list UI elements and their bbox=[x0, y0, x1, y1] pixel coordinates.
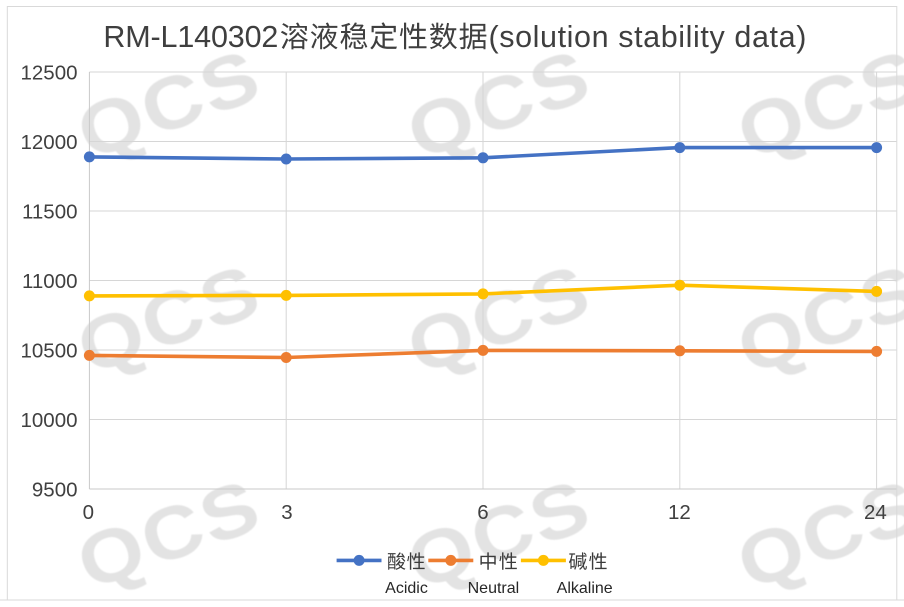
svg-text:RM-L140302: RM-L140302 bbox=[103, 20, 278, 54]
svg-text:24: 24 bbox=[864, 501, 887, 524]
svg-text:11000: 11000 bbox=[22, 270, 77, 293]
svg-text:9500: 9500 bbox=[32, 478, 78, 501]
svg-text:11500: 11500 bbox=[22, 200, 77, 223]
svg-text:10000: 10000 bbox=[20, 409, 77, 432]
svg-text:Neutral: Neutral bbox=[468, 580, 520, 597]
svg-text:QCS: QCS bbox=[67, 34, 272, 176]
svg-text:12000: 12000 bbox=[20, 131, 77, 154]
svg-text:QCS: QCS bbox=[727, 249, 904, 391]
svg-text:Alkaline: Alkaline bbox=[557, 580, 613, 597]
svg-text:QCS: QCS bbox=[397, 249, 602, 391]
svg-text:12: 12 bbox=[668, 501, 691, 524]
svg-text:(solution stability data): (solution stability data) bbox=[489, 20, 807, 54]
svg-text:12500: 12500 bbox=[20, 61, 77, 84]
svg-text:3: 3 bbox=[281, 501, 292, 524]
svg-text:QCS: QCS bbox=[67, 249, 272, 391]
svg-text:QCS: QCS bbox=[727, 34, 904, 176]
svg-text:QCS: QCS bbox=[67, 464, 272, 606]
svg-text:QCS: QCS bbox=[727, 464, 904, 606]
svg-text:Acidic: Acidic bbox=[385, 580, 428, 597]
svg-text:6: 6 bbox=[477, 501, 488, 524]
svg-text:10500: 10500 bbox=[20, 339, 77, 362]
svg-text:0: 0 bbox=[83, 501, 94, 524]
